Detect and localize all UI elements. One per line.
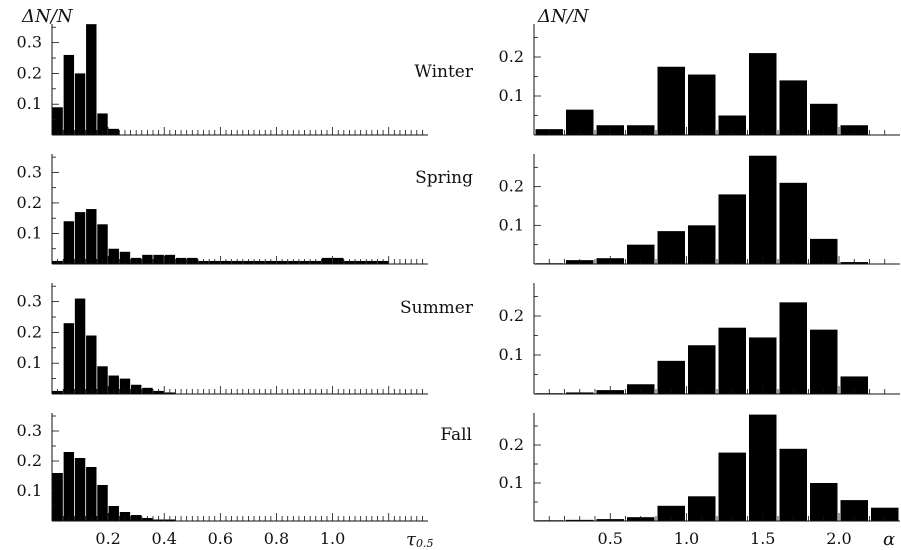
right-spring-bar: [627, 244, 655, 264]
right-winter-bar: [749, 53, 777, 135]
left-summer-bar: [119, 378, 131, 394]
left-summer-bar: [97, 366, 108, 394]
left-winter-y-tick-label: 0.3: [17, 33, 42, 52]
right-fall-bar: [779, 448, 807, 521]
left-summer-y-tick-label: 0.1: [17, 353, 42, 372]
left-spring-bar: [63, 221, 75, 264]
right-winter-y-tick-label: 0.1: [499, 86, 524, 105]
left-x-axis-title: τ0.5: [406, 529, 433, 550]
left-summer-bar: [108, 375, 119, 394]
season-label-summer: Summer: [400, 298, 474, 318]
right-summer-bar: [688, 345, 716, 394]
left-spring-y-tick-label: 0.2: [17, 193, 42, 212]
left-spring-y-tick-label: 0.1: [17, 223, 42, 242]
right-fall-bar: [871, 507, 899, 521]
right-spring-y-tick-label: 0.1: [499, 215, 524, 234]
bars-layer: [52, 24, 899, 522]
right-spring-bar: [779, 182, 807, 264]
season-label-winter: Winter: [414, 62, 473, 82]
left-fall-y-tick-label: 0.1: [17, 481, 42, 500]
right-fall-bar: [810, 483, 838, 521]
right-fall-x-tick-label: 1.5: [750, 529, 775, 548]
right-winter-bar: [718, 115, 746, 135]
left-summer-bar: [86, 335, 97, 394]
left-fall-x-tick-label: 0.2: [95, 529, 120, 548]
left-x-axis-title-subscript: 0.5: [416, 537, 434, 550]
left-fall-bar: [74, 458, 86, 521]
left-summer-y-tick-label: 0.2: [17, 322, 42, 341]
axes-layer: [51, 24, 900, 522]
right-y-axis-title: ΔN/N: [537, 6, 590, 27]
right-winter-bar: [810, 103, 838, 135]
right-winter-y-tick-label: 0.2: [499, 47, 524, 66]
right-winter-bar: [779, 80, 807, 135]
right-x-axis-title: α: [883, 529, 895, 550]
left-fall-bar: [52, 473, 63, 521]
left-summer-bar: [74, 298, 86, 394]
left-winter-y-tick-label: 0.2: [17, 63, 42, 82]
left-fall-bar: [86, 467, 97, 521]
right-summer-bar: [749, 337, 777, 394]
left-fall-x-tick-label: 1.0: [320, 529, 345, 548]
right-winter-bar: [688, 74, 716, 135]
right-fall-y-tick-label: 0.1: [499, 473, 524, 492]
left-y-axis-title: ΔN/N: [21, 6, 74, 27]
right-winter-bar: [657, 66, 685, 135]
right-spring-bar: [749, 155, 777, 264]
right-fall-bar: [718, 452, 746, 521]
left-fall-y-tick-label: 0.3: [17, 421, 42, 440]
left-spring-y-tick-label: 0.3: [17, 162, 42, 181]
right-summer-y-tick-label: 0.1: [499, 345, 524, 364]
right-summer-bar: [718, 327, 746, 394]
right-fall-bar: [749, 414, 777, 521]
left-fall-x-tick-label: 0.6: [208, 529, 233, 548]
left-fall-bar: [63, 452, 75, 521]
right-spring-bar: [718, 194, 746, 264]
right-summer-y-tick-label: 0.2: [499, 306, 524, 325]
right-fall-bar: [840, 500, 868, 521]
right-summer-bar: [810, 329, 838, 394]
left-winter-bar: [86, 24, 97, 135]
season-label-fall: Fall: [440, 425, 472, 445]
right-fall-x-tick-label: 2.0: [826, 529, 851, 548]
right-fall-bar: [657, 505, 685, 521]
left-summer-bar: [63, 323, 75, 394]
right-fall-y-tick-label: 0.2: [499, 435, 524, 454]
left-spring-bar: [119, 251, 131, 264]
left-spring-bar: [97, 224, 108, 264]
left-winter-bar: [74, 73, 86, 135]
left-x-axis-title-symbol: τ: [406, 529, 417, 550]
left-fall-x-tick-label: 0.8: [264, 529, 289, 548]
left-winter-bar: [63, 54, 75, 135]
right-fall-x-tick-label: 1.0: [674, 529, 699, 548]
left-winter-bar: [52, 107, 63, 135]
right-spring-bar: [688, 225, 716, 264]
left-fall-y-tick-label: 0.2: [17, 451, 42, 470]
left-winter-y-tick-label: 0.1: [17, 94, 42, 113]
left-fall-bar: [97, 485, 108, 521]
right-fall-x-tick-label: 0.5: [598, 529, 623, 548]
right-summer-bar: [779, 302, 807, 394]
labels-layer: ΔN/N ΔN/N τ0.5 α 0.10.20.3Winter0.10.20.…: [17, 6, 896, 550]
right-summer-bar: [840, 376, 868, 394]
left-spring-bar: [74, 212, 86, 264]
right-spring-bar: [657, 231, 685, 264]
left-summer-y-tick-label: 0.3: [17, 292, 42, 311]
left-fall-x-tick-label: 0.4: [152, 529, 177, 548]
season-label-spring: Spring: [415, 168, 473, 188]
left-winter-bar: [97, 113, 108, 135]
left-spring-bar: [108, 248, 119, 264]
left-spring-bar: [86, 209, 97, 264]
right-summer-bar: [657, 360, 685, 394]
left-fall-bar: [108, 506, 119, 521]
right-spring-y-tick-label: 0.2: [499, 177, 524, 196]
